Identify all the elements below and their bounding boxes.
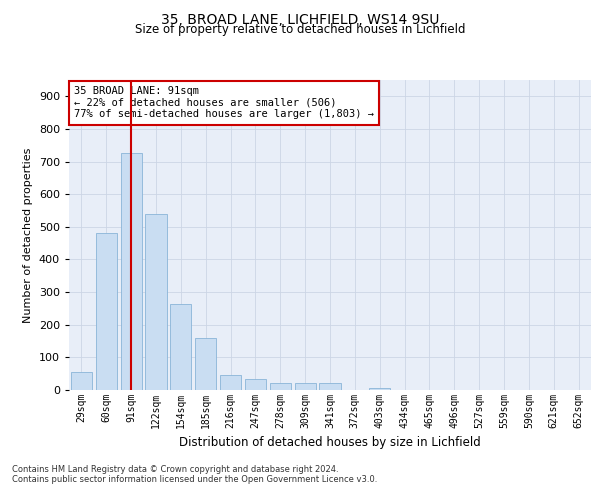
Bar <box>71 372 92 390</box>
Bar <box>145 214 167 390</box>
Bar <box>170 304 191 390</box>
Bar <box>369 388 390 390</box>
X-axis label: Distribution of detached houses by size in Lichfield: Distribution of detached houses by size … <box>179 436 481 450</box>
Bar <box>121 154 142 390</box>
Bar <box>195 338 216 390</box>
Bar <box>295 384 316 390</box>
Text: Contains HM Land Registry data © Crown copyright and database right 2024.: Contains HM Land Registry data © Crown c… <box>12 466 338 474</box>
Text: Contains public sector information licensed under the Open Government Licence v3: Contains public sector information licen… <box>12 476 377 484</box>
Text: Size of property relative to detached houses in Lichfield: Size of property relative to detached ho… <box>135 22 465 36</box>
Text: 35, BROAD LANE, LICHFIELD, WS14 9SU: 35, BROAD LANE, LICHFIELD, WS14 9SU <box>161 12 439 26</box>
Bar <box>220 376 241 390</box>
Bar <box>245 378 266 390</box>
Bar <box>96 234 117 390</box>
Bar <box>270 384 291 390</box>
Text: 35 BROAD LANE: 91sqm
← 22% of detached houses are smaller (506)
77% of semi-deta: 35 BROAD LANE: 91sqm ← 22% of detached h… <box>74 86 374 120</box>
Y-axis label: Number of detached properties: Number of detached properties <box>23 148 33 322</box>
Bar <box>319 384 341 390</box>
